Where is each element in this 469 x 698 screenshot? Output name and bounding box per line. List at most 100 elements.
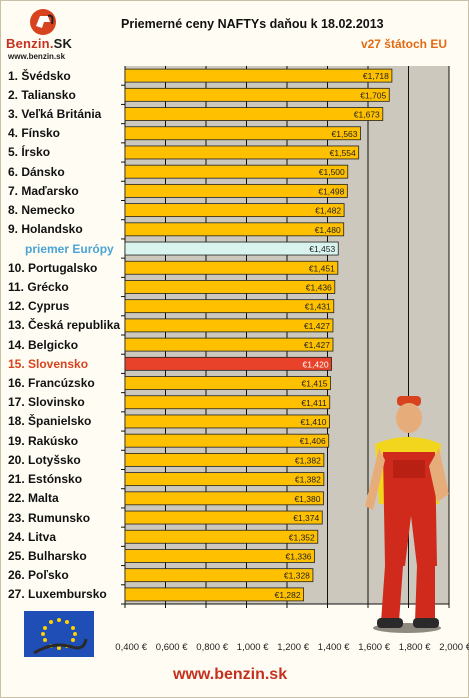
bar-value-label: €1,718 bbox=[363, 71, 389, 81]
logo-wordmark: Benzin.SK bbox=[6, 36, 72, 51]
category-label: 13. Česká republika bbox=[8, 318, 121, 333]
category-label: 22. Malta bbox=[8, 491, 59, 506]
category-label: 27. Luxembursko bbox=[8, 587, 107, 602]
bar bbox=[124, 356, 332, 371]
category-label: 2. Taliansko bbox=[8, 87, 76, 102]
bar-value-label: €1,453 bbox=[309, 244, 335, 254]
x-tick-label: 1,800 € bbox=[399, 642, 431, 653]
bar-value-label: €1,673 bbox=[354, 110, 380, 120]
bar-value-label: €1,415 bbox=[302, 379, 328, 389]
bar-value-label: €1,328 bbox=[284, 571, 310, 581]
bar-value-label: €1,451 bbox=[309, 263, 335, 273]
bar bbox=[124, 549, 315, 563]
x-tick-label: 1,000 € bbox=[237, 642, 269, 653]
category-label: 5. Írsko bbox=[8, 145, 51, 160]
category-label: 4. Fínsko bbox=[8, 126, 61, 141]
bar-value-label: €1,382 bbox=[295, 455, 321, 465]
x-tick-label: 0,600 € bbox=[156, 642, 188, 653]
bar-value-label: €1,563 bbox=[332, 129, 358, 139]
bar bbox=[124, 68, 393, 83]
logo-url: www.benzin.sk bbox=[8, 52, 66, 61]
fuel-nozzle-icon bbox=[30, 9, 56, 35]
category-label: 9. Holandsko bbox=[8, 222, 83, 237]
bar bbox=[124, 472, 325, 487]
bar bbox=[124, 587, 305, 602]
bar bbox=[124, 433, 330, 448]
bar-value-label: €1,406 bbox=[300, 436, 326, 446]
bar-value-label: €1,380 bbox=[294, 494, 320, 504]
logo-text-dot: . bbox=[49, 36, 54, 51]
bar bbox=[124, 241, 339, 256]
logo-text-benzin: Benzin bbox=[6, 36, 50, 51]
category-label: 7. Maďarsko bbox=[8, 183, 79, 198]
bar-value-label: €1,480 bbox=[315, 225, 341, 235]
bar-value-label: €1,374 bbox=[293, 513, 319, 523]
chart-subtitle: v27 štátoch EU bbox=[360, 37, 447, 51]
bar bbox=[124, 87, 390, 102]
category-label: 21. Estónsko bbox=[8, 472, 83, 487]
bar-value-label: €1,410 bbox=[301, 417, 327, 427]
bar bbox=[124, 183, 348, 198]
chart-title: Priemerné ceny NAFTYs daňou k 18.02.2013 bbox=[121, 17, 384, 31]
category-label: 15. Slovensko bbox=[8, 356, 89, 371]
category-label: priemer Európy bbox=[25, 241, 114, 256]
bar bbox=[124, 568, 314, 583]
category-label: 14. Belgicko bbox=[8, 337, 79, 352]
category-label: 18. Španielsko bbox=[8, 414, 92, 429]
bar-value-label: €1,282 bbox=[275, 590, 301, 600]
bar-value-label: €1,436 bbox=[306, 282, 332, 292]
bar bbox=[124, 395, 331, 410]
bar-value-label: €1,382 bbox=[295, 475, 321, 485]
bar-value-label: €1,411 bbox=[301, 398, 327, 408]
bar bbox=[124, 510, 323, 525]
bar-value-label: €1,336 bbox=[286, 551, 312, 561]
bar-value-label: €1,431 bbox=[305, 302, 331, 312]
category-label: 16. Francúzsko bbox=[8, 376, 95, 391]
bar bbox=[124, 376, 331, 390]
footer-url: www.benzin.sk bbox=[173, 666, 288, 683]
category-label: 17. Slovinsko bbox=[8, 395, 85, 410]
category-label: 26. Poľsko bbox=[8, 568, 69, 583]
category-label: 3. Veľká Británia bbox=[8, 107, 102, 122]
bar bbox=[124, 299, 335, 314]
category-label: 8. Nemecko bbox=[8, 203, 75, 218]
category-label: 6. Dánsko bbox=[8, 164, 65, 179]
x-tick-label: 0,800 € bbox=[196, 642, 228, 653]
category-label: 10. Portugalsko bbox=[8, 260, 98, 275]
category-label: 19. Rakúsko bbox=[8, 433, 79, 448]
category-label: 1. Švédsko bbox=[8, 68, 71, 83]
bar bbox=[124, 280, 336, 294]
bar bbox=[124, 491, 324, 506]
bar-value-label: €1,498 bbox=[318, 186, 344, 196]
benzin-sk-logo: Benzin.SK www.benzin.sk bbox=[6, 8, 86, 64]
x-tick-label: 1,600 € bbox=[358, 642, 390, 653]
eu-flag-icon bbox=[24, 611, 94, 657]
bar-value-label: €1,420 bbox=[303, 359, 329, 369]
category-label: 20. Lotyšsko bbox=[8, 452, 81, 467]
category-label: 24. Litva bbox=[8, 529, 57, 544]
x-tick-label: 1,200 € bbox=[277, 642, 309, 653]
logo-text-sk: SK bbox=[53, 36, 73, 51]
bar-value-label: €1,482 bbox=[315, 206, 341, 216]
x-tick-label: 0,400 € bbox=[115, 642, 147, 653]
mascot-figure bbox=[365, 396, 449, 633]
bar-value-label: €1,500 bbox=[319, 167, 345, 177]
category-label: 23. Rumunsko bbox=[8, 510, 91, 525]
bar-value-label: €1,705 bbox=[360, 90, 386, 100]
x-tick-label: 1,400 € bbox=[318, 642, 350, 653]
category-label: 11. Grécko bbox=[8, 279, 69, 294]
bar-value-label: €1,554 bbox=[330, 148, 356, 158]
bar bbox=[124, 414, 330, 429]
bar bbox=[124, 529, 319, 544]
bar bbox=[124, 337, 334, 352]
bar-value-label: €1,427 bbox=[304, 340, 330, 350]
category-label: 25. Bulharsko bbox=[8, 548, 87, 563]
bar bbox=[124, 222, 345, 237]
bar bbox=[124, 318, 334, 333]
bar bbox=[124, 145, 360, 160]
x-tick-label: 2,000 € bbox=[439, 642, 469, 653]
category-label: 12. Cyprus bbox=[8, 299, 70, 314]
bar bbox=[124, 260, 339, 275]
bar-value-label: €1,352 bbox=[289, 532, 315, 542]
